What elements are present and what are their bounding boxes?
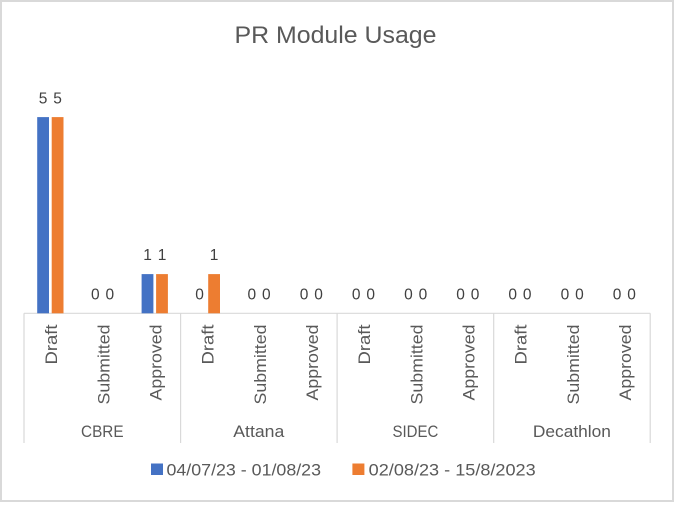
svg-text:02/08/23 - 15/8/2023: 02/08/23 - 15/8/2023 (369, 461, 536, 480)
svg-text:04/07/23 - 01/08/23: 04/07/23 - 01/08/23 (167, 461, 322, 480)
svg-text:0: 0 (366, 286, 375, 303)
svg-text:Approved: Approved (303, 325, 322, 401)
svg-text:Draft: Draft (42, 324, 61, 364)
svg-text:SIDEC: SIDEC (393, 422, 439, 441)
svg-text:0: 0 (613, 286, 622, 303)
svg-text:Approved: Approved (616, 325, 635, 401)
svg-text:Approved: Approved (460, 324, 479, 400)
svg-text:CBRE: CBRE (81, 422, 124, 441)
svg-text:0: 0 (523, 286, 532, 303)
svg-text:0: 0 (352, 286, 361, 303)
svg-text:0: 0 (575, 286, 584, 303)
svg-text:Draft: Draft (199, 324, 218, 364)
svg-text:0: 0 (404, 286, 413, 303)
svg-text:1: 1 (210, 247, 219, 264)
svg-text:0: 0 (105, 286, 114, 303)
svg-text:5: 5 (53, 90, 62, 107)
svg-text:1: 1 (158, 247, 167, 264)
svg-text:5: 5 (39, 90, 48, 107)
svg-text:Approved: Approved (147, 325, 166, 401)
svg-text:0: 0 (561, 286, 570, 303)
svg-text:Submitted: Submitted (251, 325, 270, 405)
svg-text:0: 0 (300, 286, 309, 303)
svg-text:0: 0 (314, 286, 323, 303)
svg-text:0: 0 (247, 286, 256, 303)
svg-text:1: 1 (143, 247, 152, 264)
svg-text:Decathlon: Decathlon (533, 422, 611, 441)
svg-text:Submitted: Submitted (407, 325, 426, 405)
svg-text:0: 0 (456, 286, 465, 303)
svg-text:Submitted: Submitted (94, 325, 113, 405)
svg-text:0: 0 (508, 286, 517, 303)
svg-text:0: 0 (419, 286, 428, 303)
svg-text:PR Module Usage: PR Module Usage (235, 23, 437, 49)
svg-text:0: 0 (91, 286, 100, 303)
svg-text:0: 0 (627, 286, 636, 303)
svg-text:Draft: Draft (512, 324, 531, 364)
svg-text:Draft: Draft (355, 324, 374, 364)
svg-text:Attana: Attana (233, 422, 285, 441)
svg-text:0: 0 (471, 286, 480, 303)
svg-text:0: 0 (195, 286, 204, 303)
svg-text:Submitted: Submitted (564, 325, 583, 405)
svg-text:0: 0 (262, 286, 271, 303)
